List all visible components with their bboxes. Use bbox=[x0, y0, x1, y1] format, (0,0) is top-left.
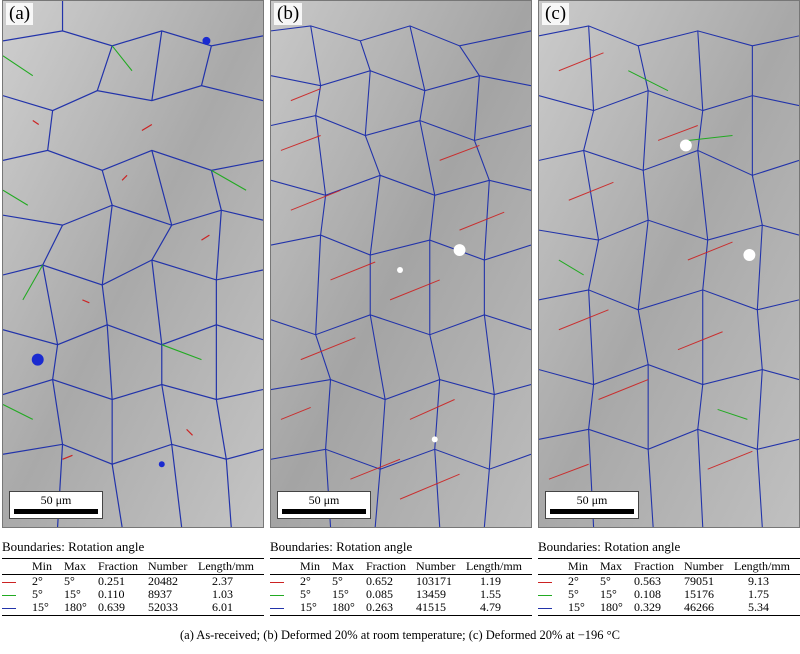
table-b: Min Max Fraction Number Length/mm 2° 5° … bbox=[270, 559, 532, 614]
col-min: Min bbox=[32, 559, 64, 575]
grain-map-a bbox=[3, 1, 263, 527]
col-number: Number bbox=[148, 559, 198, 575]
micrograph-b: (b) 50 μm bbox=[270, 0, 532, 528]
scale-text-a: 50 μm bbox=[40, 493, 72, 507]
panel-label-c: (c) bbox=[542, 3, 570, 25]
table-row: 5° 15° 0.110 8937 1.03 bbox=[2, 588, 264, 601]
boundary-table-c: Boundaries: Rotation angle Min Max Fract… bbox=[538, 538, 800, 616]
table-c: Min Max Fraction Number Length/mm 2° 5° … bbox=[538, 559, 800, 614]
blue-line-swatch bbox=[2, 607, 16, 609]
table-row: 15° 180° 0.329 46266 5.34 bbox=[538, 601, 800, 614]
boundary-table-b: Boundaries: Rotation angle Min Max Fract… bbox=[270, 538, 532, 616]
scale-text-b: 50 μm bbox=[308, 493, 340, 507]
table-a: Min Max Fraction Number Length/mm 2° 5° … bbox=[2, 559, 264, 614]
micrograph-a: (a) 50 μm bbox=[2, 0, 264, 528]
table-row: 2° 5° 0.652 103171 1.19 bbox=[270, 575, 532, 589]
blue-line-swatch bbox=[538, 607, 552, 609]
table-row: 5° 15° 0.108 15176 1.75 bbox=[538, 588, 800, 601]
micrograph-c: (c) 50 μm bbox=[538, 0, 800, 528]
col-max: Max bbox=[600, 559, 634, 575]
red-line-swatch bbox=[2, 581, 16, 583]
table-row: 2° 5° 0.251 20482 2.37 bbox=[2, 575, 264, 589]
red-line-swatch bbox=[270, 581, 284, 583]
scale-bar-c: 50 μm bbox=[545, 491, 639, 519]
scale-text-c: 50 μm bbox=[576, 493, 608, 507]
col-number: Number bbox=[684, 559, 734, 575]
col-number: Number bbox=[416, 559, 466, 575]
green-line-swatch bbox=[270, 594, 284, 596]
col-fraction: Fraction bbox=[366, 559, 416, 575]
col-max: Max bbox=[332, 559, 366, 575]
col-fraction: Fraction bbox=[634, 559, 684, 575]
figure-caption: (a) As-received; (b) Deformed 20% at roo… bbox=[179, 628, 620, 642]
grain-map-b bbox=[271, 1, 531, 527]
table-row: 2° 5° 0.563 79051 9.13 bbox=[538, 575, 800, 589]
grain-map-c bbox=[539, 1, 799, 527]
table-title-c: Boundaries: Rotation angle bbox=[538, 539, 681, 554]
panel-label-a: (a) bbox=[6, 3, 34, 25]
table-row: 15° 180° 0.639 52033 6.01 bbox=[2, 601, 264, 614]
col-length: Length/mm bbox=[198, 559, 264, 575]
table-row: 5° 15° 0.085 13459 1.55 bbox=[270, 588, 532, 601]
scale-bar-a: 50 μm bbox=[9, 491, 103, 519]
green-line-swatch bbox=[538, 594, 552, 596]
col-max: Max bbox=[64, 559, 98, 575]
scale-line-a bbox=[14, 509, 98, 514]
table-title-a: Boundaries: Rotation angle bbox=[2, 539, 145, 554]
scale-line-b bbox=[282, 509, 366, 514]
red-line-swatch bbox=[538, 581, 552, 583]
col-length: Length/mm bbox=[734, 559, 800, 575]
col-min: Min bbox=[568, 559, 600, 575]
boundary-table-a: Boundaries: Rotation angle Min Max Fract… bbox=[2, 538, 264, 616]
col-length: Length/mm bbox=[466, 559, 532, 575]
scale-line-c bbox=[550, 509, 634, 514]
col-min: Min bbox=[300, 559, 332, 575]
col-fraction: Fraction bbox=[98, 559, 148, 575]
table-row: 15° 180° 0.263 41515 4.79 bbox=[270, 601, 532, 614]
panel-label-b: (b) bbox=[274, 3, 303, 25]
table-title-b: Boundaries: Rotation angle bbox=[270, 539, 413, 554]
blue-line-swatch bbox=[270, 607, 284, 609]
green-line-swatch bbox=[2, 594, 16, 596]
scale-bar-b: 50 μm bbox=[277, 491, 371, 519]
